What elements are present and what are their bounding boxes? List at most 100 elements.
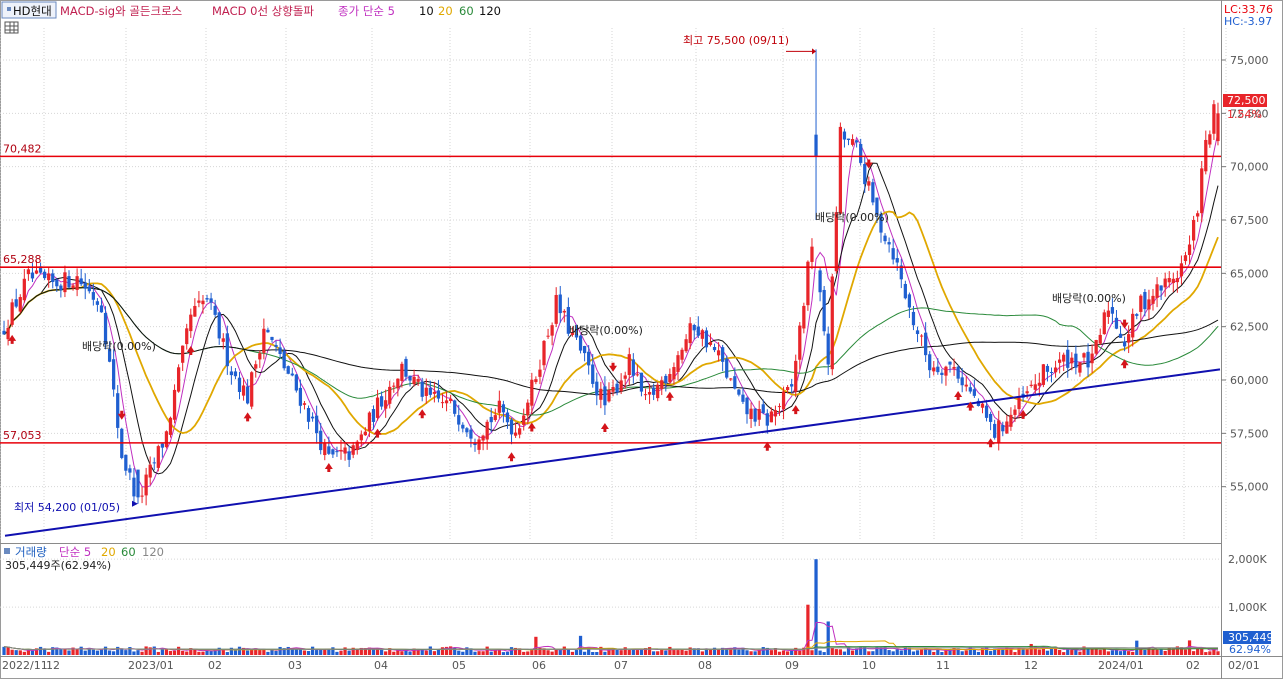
volume-bar <box>1196 648 1200 655</box>
volume-bar <box>530 648 534 655</box>
volume-bar <box>741 647 745 655</box>
volume-bar <box>676 650 680 655</box>
time-label: 09 <box>785 659 799 672</box>
time-label: 02 <box>1186 659 1200 672</box>
volume-bar <box>156 651 160 655</box>
volume-bar <box>587 647 591 655</box>
volume-bar <box>704 648 709 655</box>
candle-body <box>716 350 721 356</box>
volume-bar <box>319 649 323 655</box>
volume-bar <box>984 646 989 655</box>
buy-signal-arrow-icon <box>1120 359 1129 369</box>
candle-body <box>290 373 294 376</box>
moving-average-lines <box>3 131 1219 488</box>
trend-line <box>4 368 1221 537</box>
candle-body <box>574 334 579 338</box>
candle-body <box>282 350 286 369</box>
candle-body <box>1196 213 1200 217</box>
volume-bar <box>347 650 351 655</box>
last-volume: 305,449 <box>1228 631 1274 644</box>
volume-bar <box>1147 647 1151 655</box>
candle-body <box>1147 299 1151 310</box>
volume-bar <box>444 646 449 655</box>
time-label: 06 <box>532 659 546 672</box>
volume-bar <box>1033 646 1037 655</box>
volume-bar <box>603 651 607 655</box>
candle-body <box>919 335 924 337</box>
volume-bar <box>1151 649 1155 655</box>
volume-bar <box>1208 651 1212 655</box>
volume-bar <box>164 649 169 655</box>
candle-body <box>546 335 550 337</box>
candle-body <box>509 419 514 435</box>
symbol-box[interactable] <box>1 1 57 19</box>
trend-line-group[interactable] <box>4 368 1221 537</box>
candle-body <box>209 298 213 303</box>
candle-body <box>635 374 640 376</box>
volume-bar <box>95 650 100 655</box>
table-toggle-icon[interactable] <box>4 21 19 34</box>
candle-body <box>461 424 465 429</box>
candle-body <box>221 338 225 342</box>
candle-body <box>542 340 546 366</box>
volume-bar <box>189 648 193 655</box>
high-annotation: 최고 75,500 (09/11) <box>683 34 789 47</box>
candle-body <box>1098 334 1102 344</box>
candle-body <box>99 305 104 313</box>
candle-body <box>34 270 39 274</box>
volume-bar <box>412 648 416 655</box>
ma20-line <box>3 210 1219 435</box>
volume-bar <box>30 650 35 655</box>
buy-signal-arrow-icon <box>763 441 772 451</box>
volume-bar <box>733 647 737 655</box>
volume-bar <box>34 648 39 655</box>
volume-bar <box>75 648 79 655</box>
volume-bar <box>1098 649 1102 655</box>
volume-bar <box>1163 650 1167 655</box>
volume-legend-label: 거래량 <box>15 545 47 559</box>
last-volume-pct: 62.94% <box>1229 643 1271 656</box>
volume-bar <box>1078 651 1082 655</box>
volume-bar <box>1021 648 1025 655</box>
candle-body <box>319 430 323 451</box>
buy-signal-arrow-icon <box>373 428 382 438</box>
volume-bar <box>1183 649 1188 655</box>
volume-bar <box>871 651 875 655</box>
candle-body <box>193 305 197 317</box>
candle-body <box>197 300 201 303</box>
volume-bar <box>67 650 71 655</box>
volume-bar <box>250 649 254 655</box>
volume-bar <box>266 651 270 655</box>
horizontal-lines[interactable]: 70,482 65,288 57,053 <box>0 142 1221 444</box>
candle-body <box>274 345 278 347</box>
volume-bar <box>1139 649 1143 655</box>
candle-body <box>859 144 863 163</box>
volume-bar <box>493 650 497 655</box>
volume-legend-60: 60 <box>121 545 136 559</box>
volume-bar <box>781 650 786 655</box>
candle-body <box>643 394 648 396</box>
volume-bar <box>737 649 741 655</box>
volume-bar <box>591 652 595 655</box>
candle-body <box>826 333 830 365</box>
volume-bar <box>997 648 1001 655</box>
volume-bar <box>1045 650 1050 655</box>
candle-body <box>603 386 607 406</box>
volume-bar <box>140 651 144 655</box>
volume-bar <box>599 646 603 655</box>
signal-arrows <box>8 48 1129 507</box>
volume-tick-label: 1,000K <box>1228 601 1267 614</box>
candle-body <box>351 445 355 455</box>
candle-body <box>1191 220 1196 241</box>
volume-bar <box>684 650 688 655</box>
candle-body <box>587 351 591 366</box>
candle-body <box>132 477 136 497</box>
candle-body <box>798 325 802 360</box>
dividend-annotation-1: 배당락(0.00%) <box>82 340 156 353</box>
candle-body <box>761 404 765 413</box>
candle-body <box>846 138 851 141</box>
candle-body <box>1143 291 1147 310</box>
volume-bar <box>518 648 522 655</box>
candle-body <box>1053 367 1058 373</box>
